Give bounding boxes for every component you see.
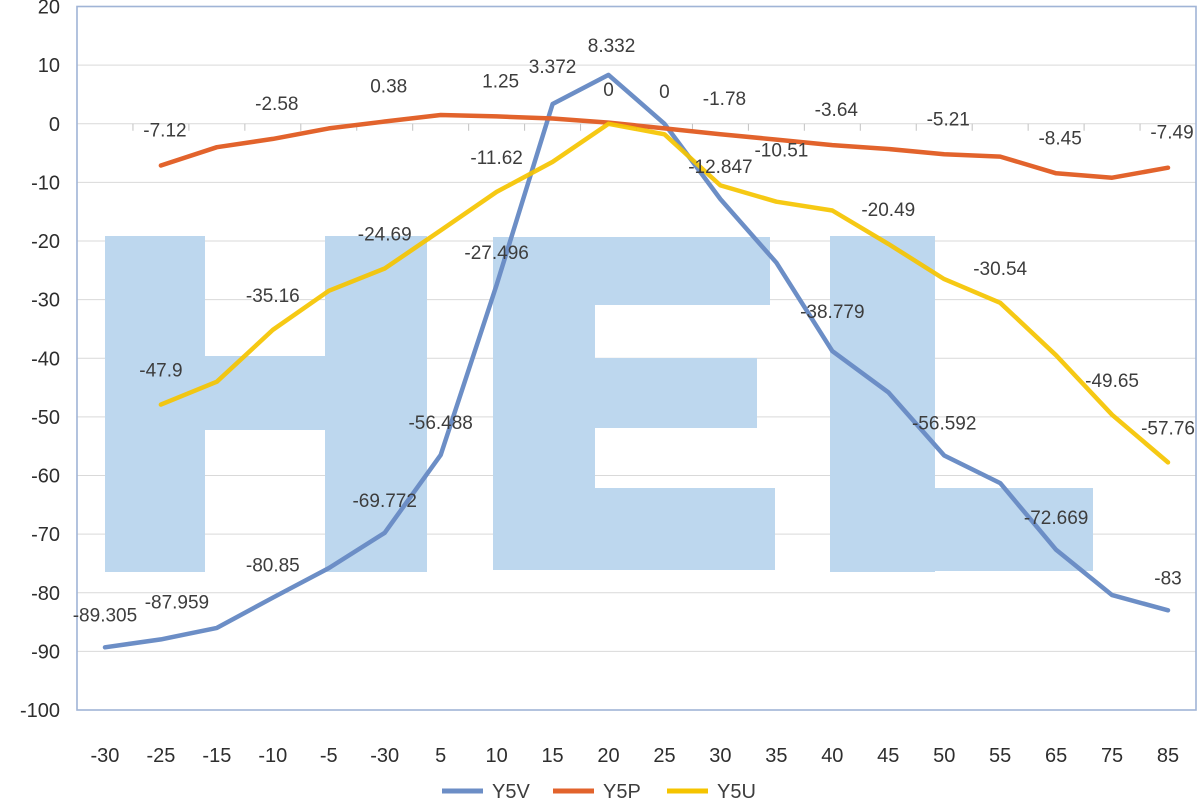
data-label-y5u: -11.62 <box>470 148 522 169</box>
y-axis-label: -30 <box>31 290 60 312</box>
data-label-y5p: 1.25 <box>482 71 519 92</box>
x-axis-label: 65 <box>1045 745 1067 767</box>
x-axis-label: -10 <box>258 745 287 767</box>
x-axis-label: 20 <box>597 745 619 767</box>
watermark-letter-e <box>593 488 775 570</box>
watermark-letter-l <box>830 236 935 572</box>
plot-border <box>76 5 1197 711</box>
watermark-letter-h <box>325 236 427 572</box>
y-axis-label: -20 <box>31 231 60 253</box>
x-axis-label: 85 <box>1157 745 1179 767</box>
legend-label-y5p: Y5P <box>603 781 641 803</box>
data-label-y5u: -24.69 <box>358 224 412 245</box>
data-label-y5v: -69.772 <box>352 491 416 512</box>
data-label-y5p: -7.49 <box>1150 123 1193 144</box>
x-axis-label: -5 <box>320 745 338 767</box>
data-label-y5v: -27.496 <box>464 243 528 264</box>
data-label-y5p: -8.45 <box>1038 128 1081 149</box>
x-axis-label: 40 <box>821 745 843 767</box>
data-label-y5u: -35.16 <box>246 286 300 307</box>
series-line-y5p <box>158 112 1171 180</box>
x-axis-label: -25 <box>146 745 175 767</box>
data-label-y5u: -10.51 <box>754 140 808 161</box>
data-label-y5u: -47.9 <box>139 361 182 382</box>
y-axis-label: 20 <box>38 0 60 19</box>
data-label-y5p: -7.12 <box>143 120 186 141</box>
data-label-y5v: -87.959 <box>145 592 209 613</box>
x-axis-label: 15 <box>541 745 563 767</box>
data-label-y5p: -1.78 <box>703 89 746 110</box>
legend-label-y5v: Y5V <box>492 781 530 803</box>
x-axis-label: -30 <box>91 745 120 767</box>
y-axis-label: -90 <box>31 641 60 663</box>
y-axis-label: -40 <box>31 348 60 370</box>
data-label-y5u: -49.65 <box>1085 371 1139 392</box>
y-axis-label: -50 <box>31 407 60 429</box>
data-label-y5v: -89.305 <box>73 605 137 626</box>
data-label-y5p: -3.64 <box>815 100 859 121</box>
x-axis-label: -30 <box>370 745 399 767</box>
watermark-letter-h <box>203 356 327 430</box>
series-line-y5u <box>158 121 1171 465</box>
watermark-letter-e <box>593 237 770 305</box>
x-axis-label: 30 <box>709 745 731 767</box>
y-axis-label: -80 <box>31 583 60 605</box>
x-axis-label: 50 <box>933 745 955 767</box>
watermark-letter-e <box>593 358 757 428</box>
data-label-y5v: -38.779 <box>800 302 864 323</box>
x-axis-label: 25 <box>653 745 675 767</box>
data-label-y5u: -30.54 <box>973 259 1027 280</box>
data-label-y5v: -12.847 <box>688 157 752 178</box>
data-label-y5v: -83 <box>1154 568 1181 589</box>
data-label-y5v: -72.669 <box>1024 508 1088 529</box>
data-label-y5v: 8.332 <box>588 36 636 57</box>
y-axis-label: 0 <box>49 114 60 136</box>
data-label-y5u: -57.76 <box>1141 418 1195 439</box>
y-axis-label: -100 <box>20 700 60 722</box>
data-label-y5v: -80.85 <box>246 556 300 577</box>
x-axis-label: -15 <box>202 745 231 767</box>
data-label-y5p: 0.38 <box>370 77 407 98</box>
data-label-y5v: 0 <box>659 82 670 103</box>
data-label-y5p: -2.58 <box>255 94 298 115</box>
data-label-y5v: -56.592 <box>912 414 976 435</box>
data-label-y5u: 0 <box>603 80 614 101</box>
watermark-letter-h <box>105 236 205 572</box>
x-axis-label: 55 <box>989 745 1011 767</box>
x-axis-label: 45 <box>877 745 899 767</box>
series-line-y5v <box>102 72 1171 650</box>
y-axis-label: 10 <box>38 55 60 77</box>
x-axis-label: 5 <box>435 745 446 767</box>
data-label-y5p: -5.21 <box>927 109 970 130</box>
legend-label-y5u: Y5U <box>717 781 756 803</box>
watermark-letter-e <box>493 237 595 570</box>
y-axis-label: -70 <box>31 524 60 546</box>
x-axis-label: 35 <box>765 745 787 767</box>
x-axis-label: 10 <box>486 745 508 767</box>
y-axis-label: -60 <box>31 466 60 488</box>
y-axis-label: -10 <box>31 172 60 194</box>
data-label-y5v: -56.488 <box>408 413 472 434</box>
x-axis-label: 75 <box>1101 745 1123 767</box>
data-label-y5v: 3.372 <box>529 57 577 78</box>
data-label-y5u: -20.49 <box>861 200 915 221</box>
